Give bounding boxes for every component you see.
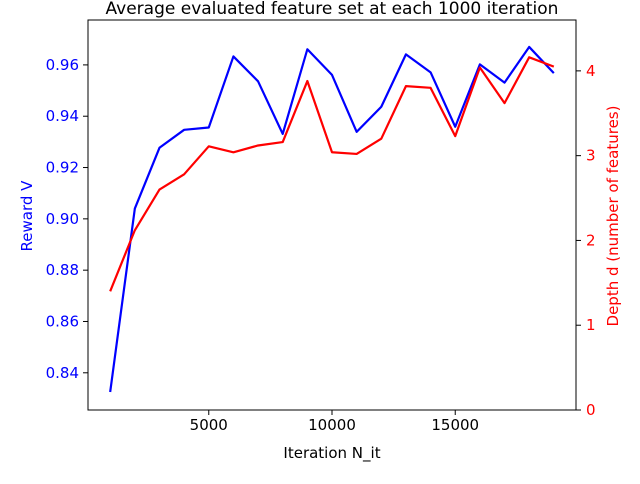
x-axis-label: Iteration N_it [283, 444, 380, 463]
reward-series-line [109, 45, 555, 393]
x-tick-label: 10000 [308, 416, 356, 434]
right-tick-label: 1 [586, 316, 596, 334]
left-tick-label: 0.86 [46, 312, 79, 330]
x-tick-label: 15000 [431, 416, 479, 434]
right-axis-label: Depth d (number of features) [604, 106, 622, 327]
right-tick-label: 2 [586, 231, 596, 249]
right-tick-label: 4 [586, 62, 596, 80]
chart-title: Average evaluated feature set at each 10… [106, 0, 559, 19]
left-tick-label: 0.94 [46, 107, 79, 125]
left-tick-label: 0.92 [46, 159, 79, 177]
x-tick-label: 5000 [190, 416, 228, 434]
right-tick-label: 3 [586, 147, 596, 165]
right-tick-label: 0 [586, 401, 596, 419]
axis-ticks: 5000 10000 15000 0.84 0.86 0.88 0.90 0.92 0.94 0.… [46, 56, 596, 434]
depth-series-line [109, 56, 555, 292]
left-tick-label: 0.96 [46, 56, 79, 74]
left-axis-label: Reward V [18, 180, 36, 252]
left-tick-label: 0.88 [46, 261, 79, 279]
plot-frame [87, 19, 577, 411]
left-tick-label: 0.84 [46, 364, 79, 382]
series-lines [109, 45, 555, 393]
left-tick-label: 0.90 [46, 210, 79, 228]
